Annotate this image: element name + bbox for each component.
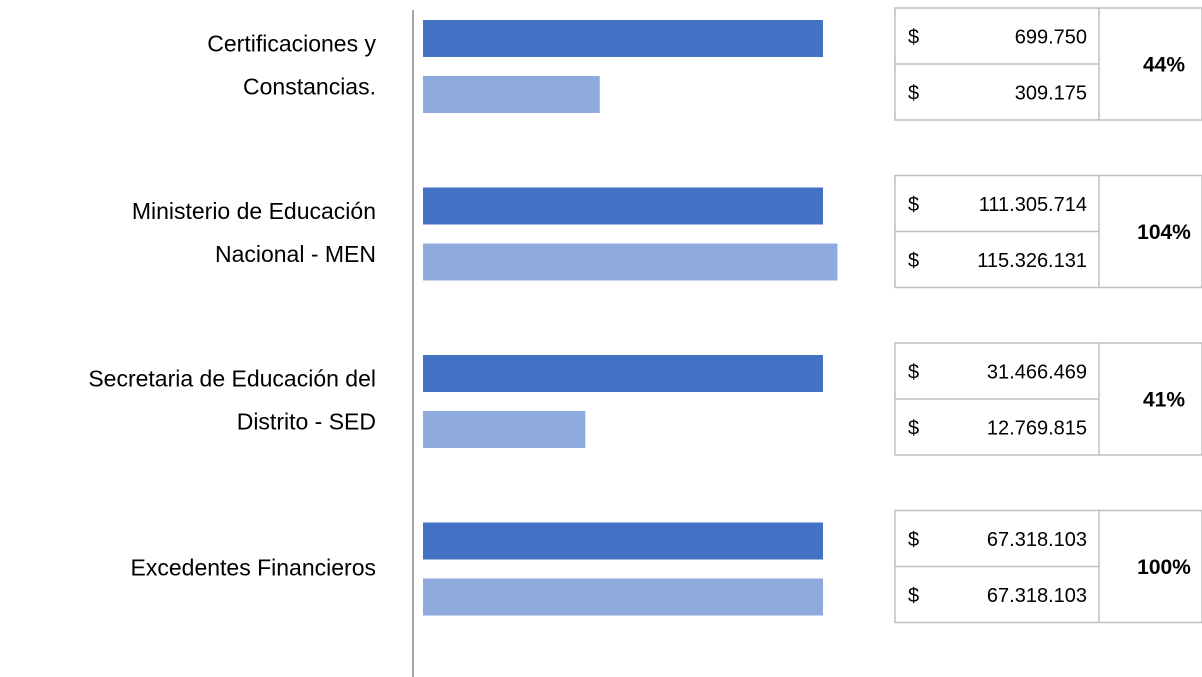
amount-label: 309.175 bbox=[1015, 82, 1087, 104]
currency-symbol: $ bbox=[908, 26, 919, 48]
amount-label: 67.318.103 bbox=[987, 585, 1087, 607]
bar bbox=[423, 578, 823, 616]
amount-label: 31.466.469 bbox=[987, 361, 1087, 383]
ratio-label: 100% bbox=[1137, 556, 1191, 579]
category-label: Certificaciones y bbox=[207, 31, 376, 57]
category-label: Secretaria de Educación del bbox=[88, 366, 376, 392]
currency-symbol: $ bbox=[908, 82, 919, 104]
amount-label: 67.318.103 bbox=[987, 529, 1087, 551]
currency-symbol: $ bbox=[908, 529, 919, 551]
bar bbox=[423, 76, 600, 113]
amount-label: 699.750 bbox=[1015, 26, 1087, 48]
ratio-label: 44% bbox=[1143, 54, 1185, 77]
amount-label: 12.769.815 bbox=[987, 417, 1087, 439]
bar bbox=[423, 411, 586, 448]
currency-symbol: $ bbox=[908, 585, 919, 607]
bar bbox=[423, 187, 823, 225]
bar bbox=[423, 522, 823, 560]
bar bbox=[423, 20, 823, 57]
category-label: Nacional - MEN bbox=[215, 241, 376, 267]
ratio-label: 104% bbox=[1137, 221, 1191, 244]
bar bbox=[423, 243, 838, 281]
category-label: Excedentes Financieros bbox=[131, 555, 376, 581]
currency-symbol: $ bbox=[908, 250, 919, 272]
bar bbox=[423, 355, 823, 392]
currency-symbol: $ bbox=[908, 417, 919, 439]
category-label: Ministerio de Educación bbox=[132, 198, 376, 224]
currency-symbol: $ bbox=[908, 194, 919, 216]
amount-label: 111.305.714 bbox=[979, 194, 1087, 216]
category-label: Constancias. bbox=[243, 74, 376, 100]
ratio-label: 41% bbox=[1143, 389, 1185, 412]
amount-label: 115.326.131 bbox=[977, 250, 1087, 272]
category-label: Distrito - SED bbox=[237, 409, 376, 435]
currency-symbol: $ bbox=[908, 361, 919, 383]
